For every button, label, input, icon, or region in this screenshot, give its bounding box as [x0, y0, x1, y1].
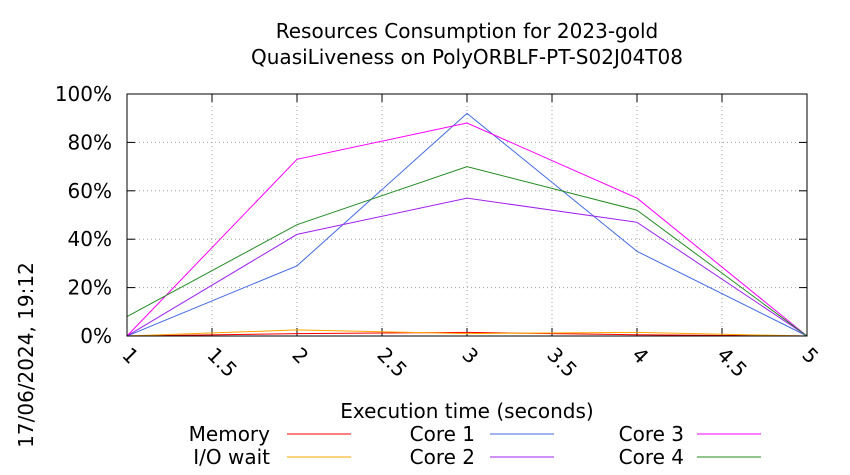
legend-item: Core 2 — [410, 445, 554, 469]
legend-label: Memory — [189, 422, 271, 446]
x-tick-label: 2.5 — [372, 343, 411, 382]
chart-title: Resources Consumption for 2023-gold — [276, 19, 658, 43]
grid — [127, 94, 807, 336]
series-line-core-4 — [126, 166, 808, 337]
legend-label: Core 1 — [410, 422, 475, 446]
legend-label: Core 4 — [619, 445, 684, 469]
x-tick-label: 5 — [797, 343, 823, 369]
plot-frame — [126, 93, 808, 337]
legend-label: Core 3 — [619, 422, 684, 446]
y-tick-label: 80% — [68, 130, 112, 154]
series-line-core-2 — [126, 197, 808, 337]
x-tick-labels: 1 1.5 2 2.5 3 3.5 4 4.5 5 — [117, 343, 823, 382]
x-tick-label: 1.5 — [202, 343, 241, 382]
y-tick-label: 60% — [68, 179, 112, 203]
x-axis-label: Execution time (seconds) — [340, 399, 593, 423]
x-tick-label: 4.5 — [712, 343, 751, 382]
legend-item: Core 4 — [619, 445, 761, 469]
series-line-core-1 — [126, 112, 808, 337]
timestamp-label: 17/06/2024, 19:12 — [14, 262, 38, 448]
series-line-i-o-wait — [126, 329, 808, 337]
chart-subtitle: QuasiLiveness on PolyORBLF-PT-S02J04T08 — [251, 45, 683, 69]
y-tick-label: 40% — [68, 227, 112, 251]
legend-label: I/O wait — [193, 445, 270, 469]
y-tick-label: 20% — [68, 276, 112, 300]
legend-item: Core 1 — [410, 422, 554, 446]
x-tick-label: 2 — [287, 343, 313, 369]
series-line-memory — [126, 331, 808, 337]
series-lines — [126, 112, 808, 337]
series-line-core-3 — [126, 122, 808, 337]
x-tick-label: 4 — [627, 343, 653, 369]
legend-item: I/O wait — [193, 445, 351, 469]
legend-label: Core 2 — [410, 445, 475, 469]
y-tick-labels: 0% 20% 40% 60% 80% 100% — [55, 82, 112, 348]
x-tick-label: 3.5 — [542, 343, 581, 382]
legend-item: Core 3 — [619, 422, 761, 446]
x-tick-label: 3 — [457, 343, 483, 369]
legend-item: Memory — [189, 422, 351, 446]
y-tick-label: 0% — [80, 324, 112, 348]
y-tick-label: 100% — [55, 82, 112, 106]
x-tick-label: 1 — [117, 343, 143, 369]
